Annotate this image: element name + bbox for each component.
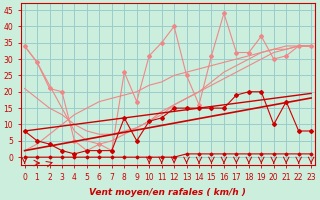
X-axis label: Vent moyen/en rafales ( km/h ): Vent moyen/en rafales ( km/h ) bbox=[89, 188, 246, 197]
